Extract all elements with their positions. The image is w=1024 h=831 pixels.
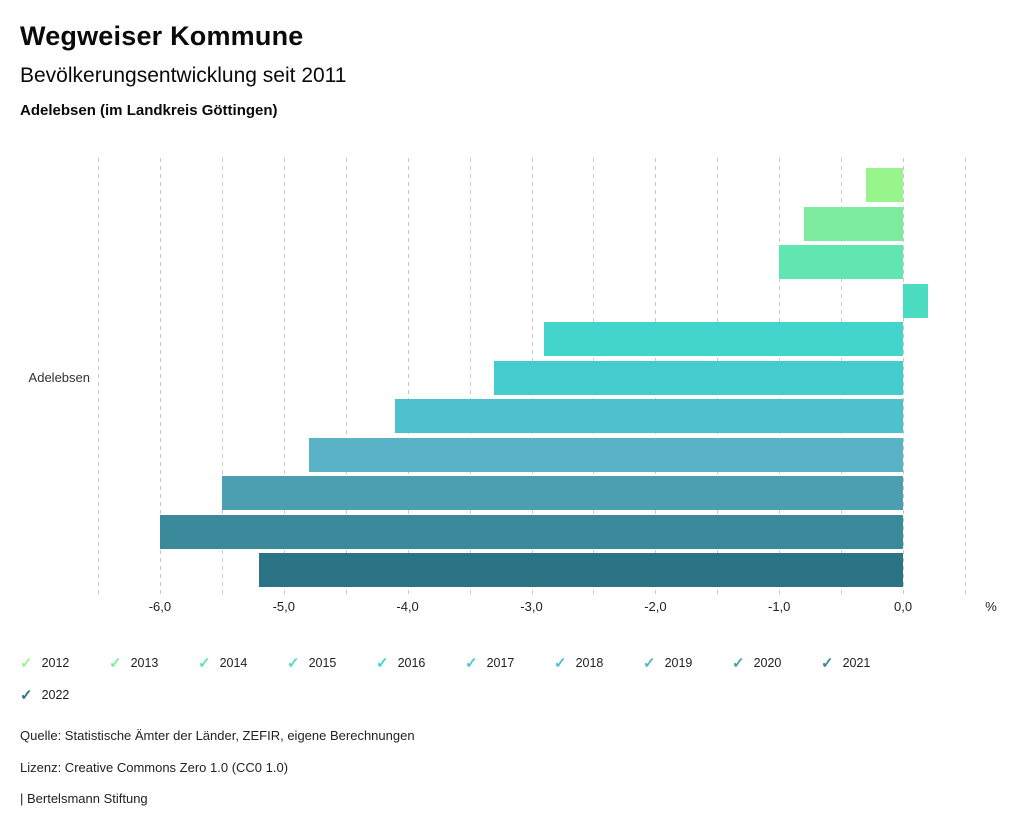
check-icon: ✓ xyxy=(287,655,300,672)
gridline xyxy=(283,158,285,597)
gridline xyxy=(965,158,966,597)
legend-item-label: 2012 xyxy=(41,656,70,670)
x-axis-tick-label: -1,0 xyxy=(767,599,791,614)
legend-item-label: 2019 xyxy=(664,656,693,670)
legend-item-2017[interactable]: ✓ 2017 xyxy=(465,652,554,674)
gridline xyxy=(345,158,347,597)
legend-item-2014[interactable]: ✓ 2014 xyxy=(198,652,287,674)
x-axis-tick-label: 0,0 xyxy=(894,599,913,614)
legend-item-label: 2021 xyxy=(842,656,871,670)
y-axis-label: Adelebsen xyxy=(28,370,90,385)
gridline xyxy=(221,158,223,597)
x-axis-tick-label: -3,0 xyxy=(520,599,543,614)
bar-2019[interactable] xyxy=(308,437,904,472)
x-axis-tick-label: -4,0 xyxy=(396,599,419,614)
legend-item-2021[interactable]: ✓ 2021 xyxy=(821,652,910,674)
legend-item-2013[interactable]: ✓ 2013 xyxy=(109,652,198,674)
bar-2015[interactable] xyxy=(903,283,928,318)
bar-2022[interactable] xyxy=(259,553,904,587)
bar-2013[interactable] xyxy=(804,206,904,241)
check-icon: ✓ xyxy=(20,687,33,704)
legend: ✓ 2012 ✓ 2013 ✓ 2014 ✓ 2015 ✓ 2016 ✓ 2017 ✓ 2018 ✓ 2019… xyxy=(20,652,940,706)
gridline xyxy=(407,158,409,597)
bar-chart: Adelebsen -6,0 -5,0 -4,0 -3,0 -2,0 -1,0 0,0 % xyxy=(0,150,1024,620)
check-icon: ✓ xyxy=(198,655,211,672)
check-icon: ✓ xyxy=(643,655,656,672)
gridline xyxy=(469,158,471,597)
check-icon: ✓ xyxy=(821,655,834,672)
gridline xyxy=(98,158,99,597)
gridline xyxy=(159,158,161,597)
bar-2017[interactable] xyxy=(494,360,903,395)
legend-item-2015[interactable]: ✓ 2015 xyxy=(287,652,376,674)
bar-2014[interactable] xyxy=(779,245,904,279)
axis-unit-label: % xyxy=(985,599,997,614)
x-axis-tick-label: -6,0 xyxy=(148,599,172,614)
legend-item-2018[interactable]: ✓ 2018 xyxy=(554,652,643,674)
check-icon: ✓ xyxy=(732,655,745,672)
bar-2016[interactable] xyxy=(543,322,904,356)
chart-subtitle: Bevölkerungsentwicklung seit 2011 xyxy=(20,64,347,87)
legend-item-label: 2017 xyxy=(486,656,515,670)
bar-2018[interactable] xyxy=(395,399,904,433)
legend-item-label: 2014 xyxy=(219,656,248,670)
legend-item-label: 2018 xyxy=(575,656,604,670)
legend-item-2019[interactable]: ✓ 2019 xyxy=(643,652,732,674)
check-icon: ✓ xyxy=(109,655,122,672)
legend-item-2022[interactable]: ✓ 2022 xyxy=(20,684,109,706)
check-icon: ✓ xyxy=(20,655,33,672)
attribution-text: | Bertelsmann Stiftung xyxy=(20,791,148,806)
bar-2021[interactable] xyxy=(159,514,903,549)
legend-item-label: 2020 xyxy=(753,656,782,670)
bar-2020[interactable] xyxy=(221,476,904,510)
legend-item-2012[interactable]: ✓ 2012 xyxy=(20,652,109,674)
check-icon: ✓ xyxy=(554,655,567,672)
x-axis-tick-label: -2,0 xyxy=(644,599,667,614)
x-axis-tick-label: -5,0 xyxy=(272,599,295,614)
legend-item-2016[interactable]: ✓ 2016 xyxy=(376,652,465,674)
legend-item-label: 2015 xyxy=(308,656,337,670)
region-label: Adelebsen (im Landkreis Göttingen) xyxy=(20,102,278,119)
check-icon: ✓ xyxy=(465,655,478,672)
bar-2012[interactable] xyxy=(865,168,904,202)
legend-item-label: 2022 xyxy=(41,688,70,702)
legend-item-label: 2013 xyxy=(130,656,159,670)
legend-item-2020[interactable]: ✓ 2020 xyxy=(732,652,821,674)
page-title: Wegweiser Kommune xyxy=(20,21,304,51)
check-icon: ✓ xyxy=(376,655,389,672)
source-text: Quelle: Statistische Ämter der Länder, Z… xyxy=(20,728,415,743)
legend-item-label: 2016 xyxy=(397,656,426,670)
license-text: Lizenz: Creative Commons Zero 1.0 (CC0 1… xyxy=(20,760,289,775)
gridline xyxy=(903,158,905,597)
